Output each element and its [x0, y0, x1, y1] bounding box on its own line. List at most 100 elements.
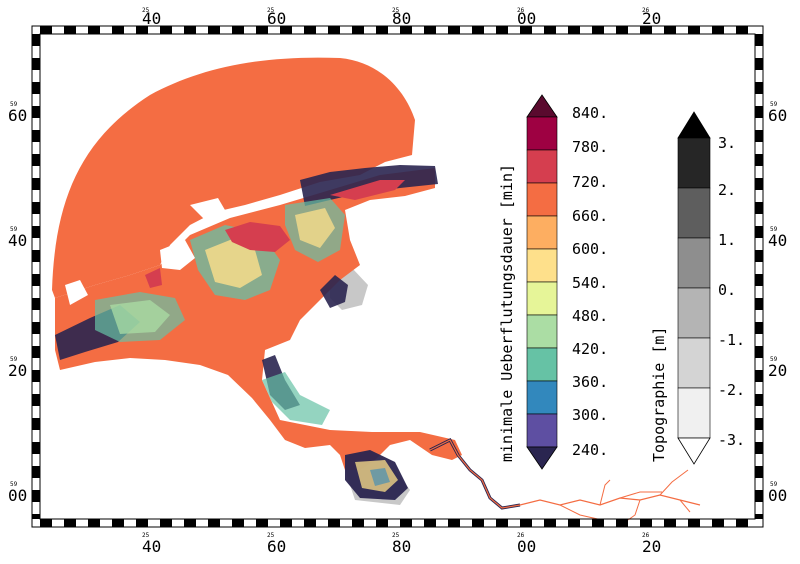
- colorbar-tick-label: 480.: [572, 307, 608, 325]
- frame-tick: [712, 519, 724, 527]
- island: [190, 198, 225, 220]
- frame-tick: [755, 250, 763, 262]
- frame-label-small: 25: [142, 7, 150, 14]
- colorbar-tick-label: -1.: [718, 331, 745, 349]
- frame-tick: [352, 26, 364, 34]
- frame-label-right: 00: [768, 486, 787, 505]
- main-channel: [225, 222, 290, 252]
- frame-tick: [32, 202, 40, 214]
- frame-label-small: 59: [770, 481, 778, 488]
- frame-label-left: 20: [8, 361, 27, 380]
- colorbar-segment: [526, 380, 558, 415]
- frame-label-small: 59: [10, 356, 18, 363]
- frame-tick: [32, 346, 40, 358]
- frame-tick: [755, 322, 763, 334]
- colorbar-tick-label: 360.: [572, 373, 608, 391]
- frame-tick: [472, 26, 484, 34]
- frame-tick: [32, 514, 40, 519]
- colorbar-segment: [526, 215, 558, 250]
- frame-tick: [755, 370, 763, 382]
- colorbar-segment: [526, 149, 558, 184]
- tidal-flats: [55, 168, 462, 470]
- marsh-zone: [370, 468, 390, 486]
- frame-tick: [32, 226, 40, 238]
- frame-label-small: 59: [770, 356, 778, 363]
- frame-tick: [136, 519, 148, 527]
- frame-tick: [40, 26, 52, 34]
- frame-tick: [232, 519, 244, 527]
- frame-tick: [755, 442, 763, 454]
- colorbar-tick-label: 720.: [572, 173, 608, 191]
- frame-tick: [400, 519, 412, 527]
- frame-tick: [160, 26, 172, 34]
- frame-tick: [32, 394, 40, 406]
- frame-tick: [755, 154, 763, 166]
- frame-tick: [88, 519, 100, 527]
- colorbar-tick-label: 600.: [572, 240, 608, 258]
- frame-tick: [280, 519, 292, 527]
- frame-tick: [208, 26, 220, 34]
- frame-tick: [496, 26, 508, 34]
- topo-colorbar: 3. 2. 1. 0. -1. -2. -3.: [677, 111, 745, 465]
- frame-tick: [88, 26, 100, 34]
- frame-tick: [736, 519, 748, 527]
- frame-label-left: 60: [8, 106, 27, 125]
- marsh-zone: [262, 372, 330, 425]
- colorbar-segment: [526, 116, 558, 151]
- colorbar-segment: [677, 387, 711, 439]
- frame-tick: [184, 26, 196, 34]
- colorbar-under-arrow: [526, 446, 558, 470]
- colorbar-segment: [526, 248, 558, 283]
- frame-tick: [616, 26, 628, 34]
- frame-label-top: 60: [267, 9, 286, 28]
- frame-label-top: 80: [392, 9, 411, 28]
- river: [429, 439, 701, 509]
- frame-tick: [32, 58, 40, 70]
- frame-tick: [755, 226, 763, 238]
- colorbar-tick-label: -3.: [718, 431, 745, 449]
- main-channel: [330, 180, 405, 200]
- frame-tick: [755, 298, 763, 310]
- frame-tick: [472, 519, 484, 527]
- frame-label-bottom: 20: [642, 537, 661, 556]
- frame-label-bottom: 80: [392, 537, 411, 556]
- colorbar-segment: [526, 281, 558, 316]
- frame-tick: [32, 250, 40, 262]
- colorbar-tick-label: -2.: [718, 381, 745, 399]
- colorbar-segment: [677, 337, 711, 389]
- frame-tick: [592, 26, 604, 34]
- frame-tick: [688, 26, 700, 34]
- frame-tick: [32, 154, 40, 166]
- river-branch: [559, 469, 691, 521]
- colorbar-under-arrow: [677, 437, 711, 465]
- colorbar-over-arrow: [677, 111, 711, 139]
- frame-tick: [32, 418, 40, 430]
- frame-tick: [664, 26, 676, 34]
- frame-tick: [32, 298, 40, 310]
- colorbar-segment: [677, 287, 711, 339]
- colorbar-tick-label: 540.: [572, 274, 608, 292]
- frame-tick: [112, 519, 124, 527]
- frame-tick: [280, 26, 292, 34]
- frame-tick: [352, 519, 364, 527]
- colorbar-tick-label: 420.: [572, 340, 608, 358]
- colorbar-tick-label: 1.: [718, 231, 736, 249]
- frame-tick: [568, 26, 580, 34]
- frame-label-small: 26: [517, 7, 525, 14]
- frame-tick: [755, 346, 763, 358]
- frame-tick: [616, 519, 628, 527]
- frame-tick: [755, 178, 763, 190]
- marsh-zone: [110, 300, 170, 334]
- marsh-zone: [205, 238, 262, 288]
- colorbar-segment: [526, 314, 558, 349]
- frame-label-top: 00: [517, 9, 536, 28]
- frame-label-top: 20: [642, 9, 661, 28]
- frame-label-top: 40: [142, 9, 161, 28]
- frame-tick: [755, 514, 763, 519]
- frame-tick: [32, 274, 40, 286]
- frame-label-right: 40: [768, 231, 787, 250]
- colorbar-tick-label: 840.: [572, 104, 608, 122]
- frame-label-small: 25: [267, 532, 275, 539]
